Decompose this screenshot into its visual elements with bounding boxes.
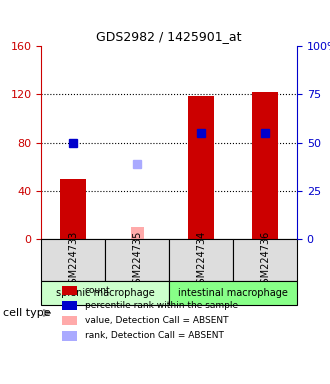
Text: GSM224734: GSM224734 <box>196 231 206 290</box>
Text: value, Detection Call = ABSENT: value, Detection Call = ABSENT <box>85 316 228 325</box>
Text: GSM224736: GSM224736 <box>260 231 270 290</box>
Title: GDS2982 / 1425901_at: GDS2982 / 1425901_at <box>96 30 242 43</box>
Text: rank, Detection Call = ABSENT: rank, Detection Call = ABSENT <box>85 331 224 340</box>
FancyBboxPatch shape <box>233 239 297 281</box>
Text: cell type: cell type <box>3 308 51 318</box>
Bar <box>188 96 214 239</box>
Text: percentile rank within the sample: percentile rank within the sample <box>85 301 238 310</box>
FancyBboxPatch shape <box>41 239 105 281</box>
Bar <box>60 179 86 239</box>
Bar <box>62 301 77 310</box>
Text: GSM224733: GSM224733 <box>68 231 78 290</box>
FancyBboxPatch shape <box>105 239 169 281</box>
FancyBboxPatch shape <box>169 239 233 281</box>
Text: GSM224735: GSM224735 <box>132 231 142 290</box>
Text: count: count <box>85 286 110 295</box>
Bar <box>62 331 77 341</box>
Bar <box>252 92 278 239</box>
Bar <box>62 316 77 326</box>
Bar <box>62 286 77 295</box>
Bar <box>131 227 144 239</box>
